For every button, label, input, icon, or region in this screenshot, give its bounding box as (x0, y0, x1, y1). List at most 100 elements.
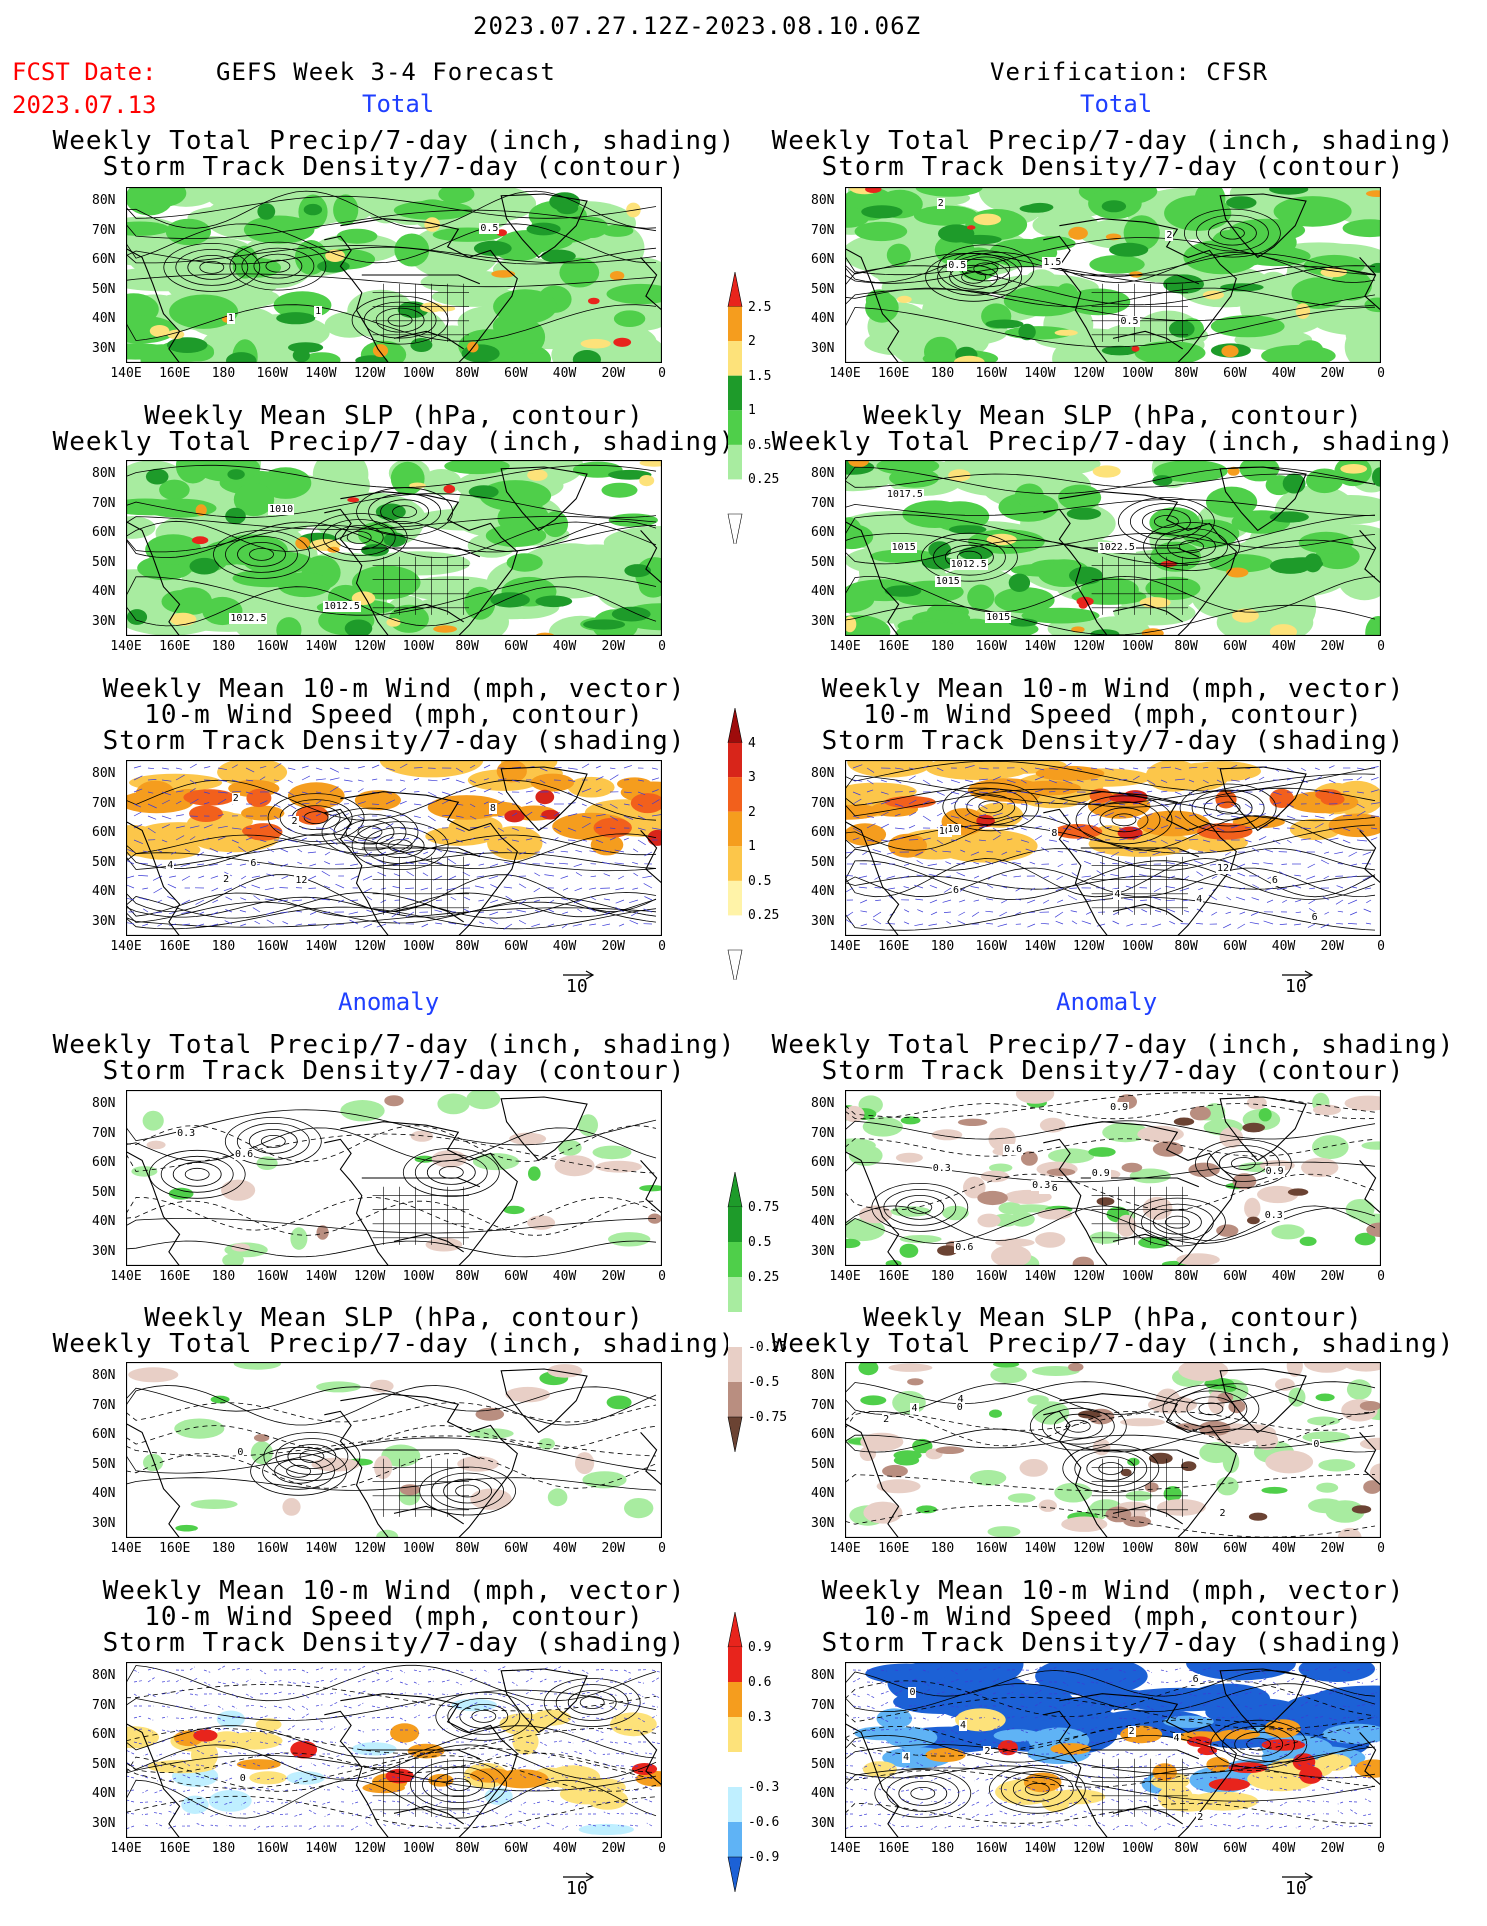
contour-label: 6 (1311, 912, 1319, 923)
lat-tick-label: 40N (811, 884, 834, 899)
contour-label: 0.3 (932, 1163, 952, 1174)
colorbar-tick-label: -0.3 (748, 1780, 779, 1795)
contour-label: 12 (1216, 863, 1230, 874)
lon-tick-label: 180 (212, 1269, 235, 1284)
map-panel-5-left: 0 (126, 1362, 662, 1538)
lon-tick-label: 80W (455, 366, 478, 381)
lon-tick-label: 160E (159, 639, 190, 654)
contour-label: 0 (1312, 1439, 1320, 1450)
lon-tick-label: 160E (878, 639, 909, 654)
lon-tick-label: 120W (1073, 639, 1104, 654)
lat-tick-label: 60N (92, 252, 115, 267)
lat-tick-label: 50N (92, 282, 115, 297)
lat-tick-label: 50N (811, 1757, 834, 1772)
fcst-date-label: FCST Date: (12, 60, 157, 84)
lon-tick-label: 40W (553, 1541, 576, 1556)
lat-tick-label: 50N (92, 1185, 115, 1200)
lon-tick-label: 100W (403, 1841, 434, 1856)
lon-tick-label: 0 (1377, 366, 1385, 381)
lat-tick-label: 60N (92, 1427, 115, 1442)
lat-tick-label: 80N (92, 1668, 115, 1683)
lat-tick-label: 40N (92, 884, 115, 899)
contour-label: 2 (1219, 1508, 1227, 1519)
lat-tick-label: 30N (811, 1244, 834, 1259)
lon-tick-label: 80W (455, 1269, 478, 1284)
lon-tick-label: 140E (110, 1841, 141, 1856)
colorbar-precip-total (726, 272, 744, 548)
contour-label: 1015 (985, 612, 1011, 623)
contour-label: 0 (236, 1447, 244, 1458)
lon-tick-label: 20W (602, 939, 625, 954)
lon-tick-label: 40W (1272, 1269, 1295, 1284)
lon-tick-label: 20W (1321, 639, 1344, 654)
colorbar-precip-anom (726, 1172, 744, 1486)
lat-tick-label: 70N (811, 1698, 834, 1713)
panel-6-left-title-1: Weekly Mean 10-m Wind (mph, vector) (103, 1578, 686, 1604)
lon-tick-label: 0 (1377, 1541, 1385, 1556)
lon-tick-label: 180 (931, 1541, 954, 1556)
lat-tick-label: 30N (811, 1516, 834, 1531)
colorbar-tick-label: 0.9 (748, 1640, 771, 1655)
lon-tick-label: 100W (1122, 639, 1153, 654)
lat-tick-label: 70N (92, 1398, 115, 1413)
panel-3-left-title-3: Storm Track Density/7-day (shading) (103, 728, 686, 754)
lat-tick-label: 30N (92, 1816, 115, 1831)
colorbar-tick-label: -0.75 (748, 1410, 787, 1425)
contour-label: 8 (489, 803, 497, 814)
lat-tick-label: 70N (811, 496, 834, 511)
contour-label: 4 (1173, 1733, 1181, 1744)
panel-5-left-title-1: Weekly Mean SLP (hPa, contour) (144, 1305, 644, 1331)
lon-tick-label: 100W (403, 366, 434, 381)
panel-2-left-title-2: Weekly Total Precip/7-day (inch, shading… (53, 429, 736, 455)
lat-tick-label: 40N (92, 584, 115, 599)
contour-label: 1 (314, 306, 322, 317)
lat-tick-label: 70N (811, 1398, 834, 1413)
lon-tick-label: 160E (878, 366, 909, 381)
lon-tick-label: 160E (878, 1841, 909, 1856)
contour-label: 8 (1050, 828, 1058, 839)
lat-tick-label: 60N (92, 1727, 115, 1742)
lon-tick-label: 60W (1223, 366, 1246, 381)
lon-tick-label: 100W (1122, 939, 1153, 954)
panel-1-right-title-1: Weekly Total Precip/7-day (inch, shading… (772, 128, 1455, 154)
map-panel-4-right: 0.60.90.60.30.90.60.30.30.9 (845, 1090, 1381, 1266)
panel-5-left-title-2: Weekly Total Precip/7-day (inch, shading… (53, 1331, 736, 1357)
lon-tick-label: 140E (110, 1269, 141, 1284)
lon-tick-label: 0 (1377, 939, 1385, 954)
contour-label: 4 (902, 1752, 910, 1763)
panel-6-left-title-3: Storm Track Density/7-day (shading) (103, 1630, 686, 1656)
contour-label: 4 (1113, 889, 1121, 900)
contour-label: 1012.5 (229, 613, 267, 624)
colorbar-tick-label: 2.5 (748, 300, 771, 315)
lon-tick-label: 0 (658, 1269, 666, 1284)
lon-tick-label: 120W (354, 1541, 385, 1556)
lon-tick-label: 40W (1272, 1841, 1295, 1856)
contour-label: 0.9 (1091, 1168, 1111, 1179)
contour-label: 2 (222, 874, 230, 885)
lon-tick-label: 80W (455, 1841, 478, 1856)
panel-1-right-title-2: Storm Track Density/7-day (contour) (822, 154, 1405, 180)
lat-tick-label: 30N (811, 614, 834, 629)
colorbar-storm-anom (726, 1612, 744, 1926)
contour-label: 2 (937, 198, 945, 209)
lon-tick-label: 0 (658, 1841, 666, 1856)
contour-label: 0 (908, 1687, 916, 1698)
lon-tick-label: 40W (553, 1841, 576, 1856)
lat-tick-label: 60N (92, 1155, 115, 1170)
colorbar-tick-label: 2 (748, 805, 756, 820)
lon-tick-label: 40W (553, 639, 576, 654)
lon-tick-label: 180 (212, 1841, 235, 1856)
lon-tick-label: 140E (110, 1541, 141, 1556)
lat-tick-label: 70N (92, 796, 115, 811)
lat-tick-label: 60N (811, 252, 834, 267)
lon-tick-label: 120W (354, 939, 385, 954)
contour-label: 2 (983, 1746, 991, 1757)
colorbar-tick-label: 3 (748, 770, 756, 785)
lon-tick-label: 80W (1174, 1269, 1197, 1284)
contour-label: 1015 (935, 576, 961, 587)
lat-tick-label: 70N (92, 496, 115, 511)
vector-reference-label: 10 (566, 976, 588, 997)
lon-tick-label: 180 (931, 366, 954, 381)
